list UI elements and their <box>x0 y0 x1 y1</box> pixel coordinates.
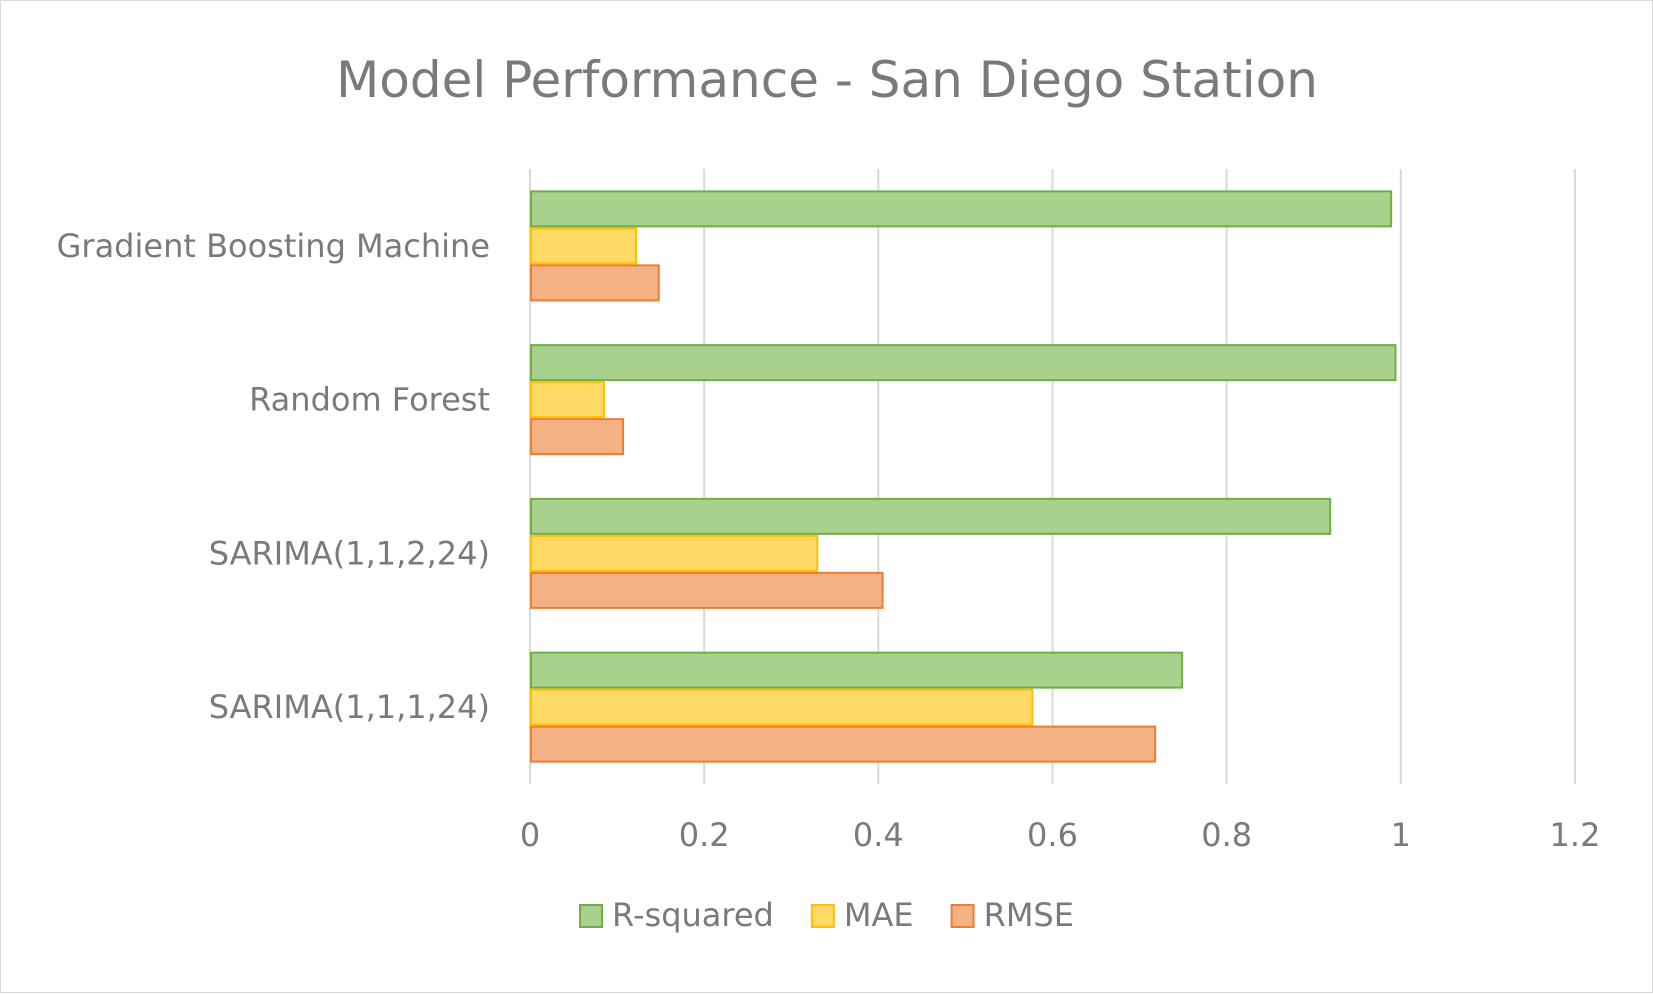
category-labels: Gradient Boosting Machine Random Forest SA… <box>57 227 490 726</box>
x-tick-label: 0.4 <box>853 816 904 854</box>
legend-swatch-r-squared <box>579 904 604 928</box>
legend-label-mae: MAE <box>844 896 914 934</box>
gridlines <box>529 169 1576 784</box>
bar-r-squared <box>530 497 1332 535</box>
bar-rmse <box>530 725 1157 763</box>
x-tick-label: 0.2 <box>679 816 730 854</box>
x-tick-labels: 0 0.2 0.4 0.6 0.8 1 1.2 <box>520 816 1601 854</box>
bar-rmse <box>530 264 660 302</box>
legend-label-r-squared: R-squared <box>612 896 774 934</box>
legend-swatch-rmse <box>950 904 975 928</box>
bar-mae <box>530 688 1034 726</box>
bars <box>530 190 1397 763</box>
legend-label-rmse: RMSE <box>984 896 1074 934</box>
bar-mae <box>530 534 819 572</box>
bar-r-squared <box>530 190 1393 228</box>
x-tick-label: 1 <box>1391 816 1411 854</box>
category-label: SARIMA(1,1,1,24) <box>209 688 490 726</box>
x-tick-label: 0.6 <box>1027 816 1078 854</box>
bar-r-squared <box>530 344 1397 382</box>
legend-swatch-mae <box>810 904 835 928</box>
x-tick-label: 1.2 <box>1550 816 1601 854</box>
category-label: Gradient Boosting Machine <box>57 227 490 265</box>
bar-r-squared <box>530 651 1184 689</box>
category-label: SARIMA(1,1,2,24) <box>209 534 490 572</box>
chart-title: Model Performance - San Diego Station <box>336 51 1318 109</box>
category-label: Random Forest <box>249 381 490 419</box>
x-tick-label: 0.8 <box>1201 816 1252 854</box>
bar-rmse <box>530 571 884 609</box>
bar-rmse <box>530 418 625 456</box>
x-tick-label: 0 <box>520 816 540 854</box>
bar-mae <box>530 227 638 265</box>
legend: R-squared MAE RMSE <box>579 896 1074 934</box>
bar-mae <box>530 381 605 419</box>
